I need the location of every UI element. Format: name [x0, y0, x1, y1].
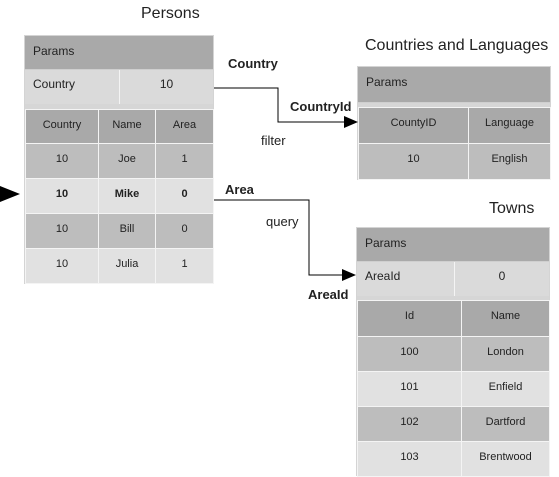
towns-table: Id Name 100 London 101 Enfield 102 Dartf… [357, 300, 550, 477]
persons-panel: Params Country 10 Country Name Area 10 J… [24, 35, 214, 284]
towns-title: Towns [489, 200, 535, 217]
country-link-arrowhead-icon [344, 116, 358, 128]
countries-table: CountyID Language 10 English [358, 107, 551, 180]
cell: Bill [98, 213, 156, 249]
countries-params-header: Params [358, 67, 550, 103]
towns-col-id: Id [357, 300, 462, 337]
cell: Julia [98, 248, 156, 284]
cell: 0 [155, 213, 214, 249]
cell: 100 [357, 336, 462, 372]
countries-col-language: Language [468, 107, 551, 144]
table-row[interactable]: 10 Joe 1 [25, 143, 214, 179]
area-link-kind: query [266, 214, 299, 229]
cell: 0 [155, 178, 214, 214]
persons-param-row: Country 10 [25, 70, 213, 104]
towns-panel: Params AreaId 0 Id Name 100 London 101 E… [356, 227, 550, 477]
area-source-label: Area [225, 182, 254, 197]
towns-param-row: AreaId 0 [357, 262, 549, 296]
area-link-line [214, 199, 344, 276]
cell: 1 [155, 248, 214, 284]
cell: Joe [98, 143, 156, 179]
persons-params-header: Params [25, 36, 213, 70]
towns-param-key: AreaId [357, 262, 455, 296]
persons-title: Persons [141, 5, 200, 22]
table-row[interactable]: 100 London [357, 336, 550, 372]
cell: 10 [25, 248, 99, 284]
table-row[interactable]: 101 Enfield [357, 371, 550, 407]
table-row-selected[interactable]: 10 Mike 0 [25, 178, 214, 214]
country-target-label: CountryId [290, 99, 352, 114]
cell: 1 [155, 143, 214, 179]
persons-param-value[interactable]: 10 [159, 77, 174, 91]
table-row[interactable]: 10 Julia 1 [25, 248, 214, 284]
persons-col-name: Name [98, 109, 156, 144]
persons-table: Country Name Area 10 Joe 1 10 Mike 0 10 … [25, 109, 214, 284]
cell: 10 [25, 143, 99, 179]
cell: 10 [358, 143, 469, 180]
cell: Brentwood [461, 441, 550, 477]
selection-pointer-icon [0, 186, 20, 202]
area-target-label: AreaId [308, 287, 349, 302]
cell: London [461, 336, 550, 372]
cell: 10 [25, 178, 99, 214]
table-row[interactable]: 102 Dartford [357, 406, 550, 442]
area-link-arrowhead-icon [342, 269, 356, 281]
countries-panel: Params CountyID Language 10 English [357, 66, 551, 180]
towns-col-name: Name [461, 300, 550, 337]
cell: Dartford [461, 406, 550, 442]
towns-param-value[interactable]: 0 [498, 269, 506, 283]
persons-col-area: Area [155, 109, 214, 144]
cell: English [468, 143, 551, 180]
cell: Enfield [461, 371, 550, 407]
countries-title: Countries and Languages [365, 37, 549, 54]
towns-params-header: Params [357, 228, 549, 262]
country-link-line [214, 87, 346, 123]
cell: 103 [357, 441, 462, 477]
table-row[interactable]: 103 Brentwood [357, 441, 550, 477]
table-row[interactable]: 10 English [358, 143, 551, 180]
country-source-label: Country [228, 56, 278, 71]
persons-param-key: Country [25, 70, 120, 104]
countries-col-countyid: CountyID [358, 107, 469, 144]
cell: Mike [98, 178, 156, 214]
cell: 101 [357, 371, 462, 407]
country-link-kind: filter [261, 133, 286, 148]
